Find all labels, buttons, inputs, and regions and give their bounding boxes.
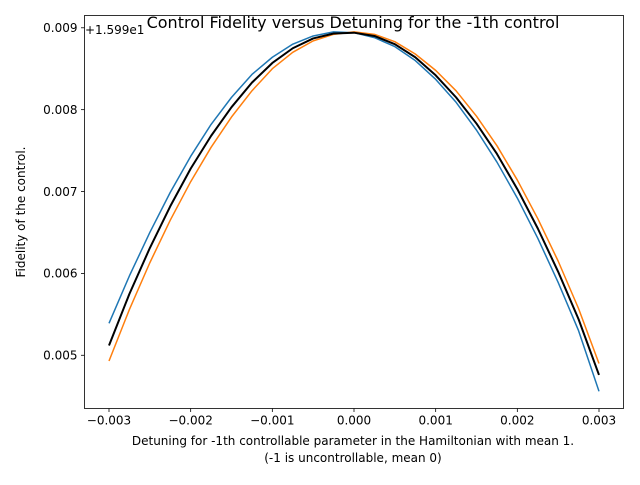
series-line-1	[108, 31, 600, 392]
y-tick-label: 0.005	[43, 349, 77, 363]
plot-area	[108, 31, 600, 392]
chart-title: Control Fidelity versus Detuning for the…	[147, 13, 560, 32]
x-tick-label: −0.002	[168, 414, 212, 428]
y-axis: 0.005 0.006 0.007 0.008 0.009	[43, 21, 85, 363]
x-tick-label: 0.002	[500, 414, 534, 428]
y-tick-label: 0.009	[43, 21, 77, 35]
x-axis-label-line2: (-1 is uncontrollable, mean 0)	[264, 451, 441, 465]
x-axis-label-line1: Detuning for -1th controllable parameter…	[132, 434, 574, 448]
x-tick-label: 0.003	[582, 414, 616, 428]
x-tick-label: 0.001	[418, 414, 452, 428]
y-axis-label: Fidelity of the control.	[14, 147, 28, 278]
y-offset-label: +1.599e1	[85, 23, 144, 37]
axes-frame	[84, 15, 624, 409]
x-tick-label: −0.003	[87, 414, 131, 428]
x-tick-label: −0.001	[250, 414, 294, 428]
y-tick-label: 0.006	[43, 267, 77, 281]
series-line-2	[108, 31, 600, 364]
x-tick-label: 0.000	[337, 414, 371, 428]
series-line-3	[108, 31, 600, 376]
y-tick-label: 0.007	[43, 185, 77, 199]
x-axis: −0.003 −0.002 −0.001 0.000 0.001 0.002 0.003	[87, 408, 616, 428]
y-tick-label: 0.008	[43, 103, 77, 117]
